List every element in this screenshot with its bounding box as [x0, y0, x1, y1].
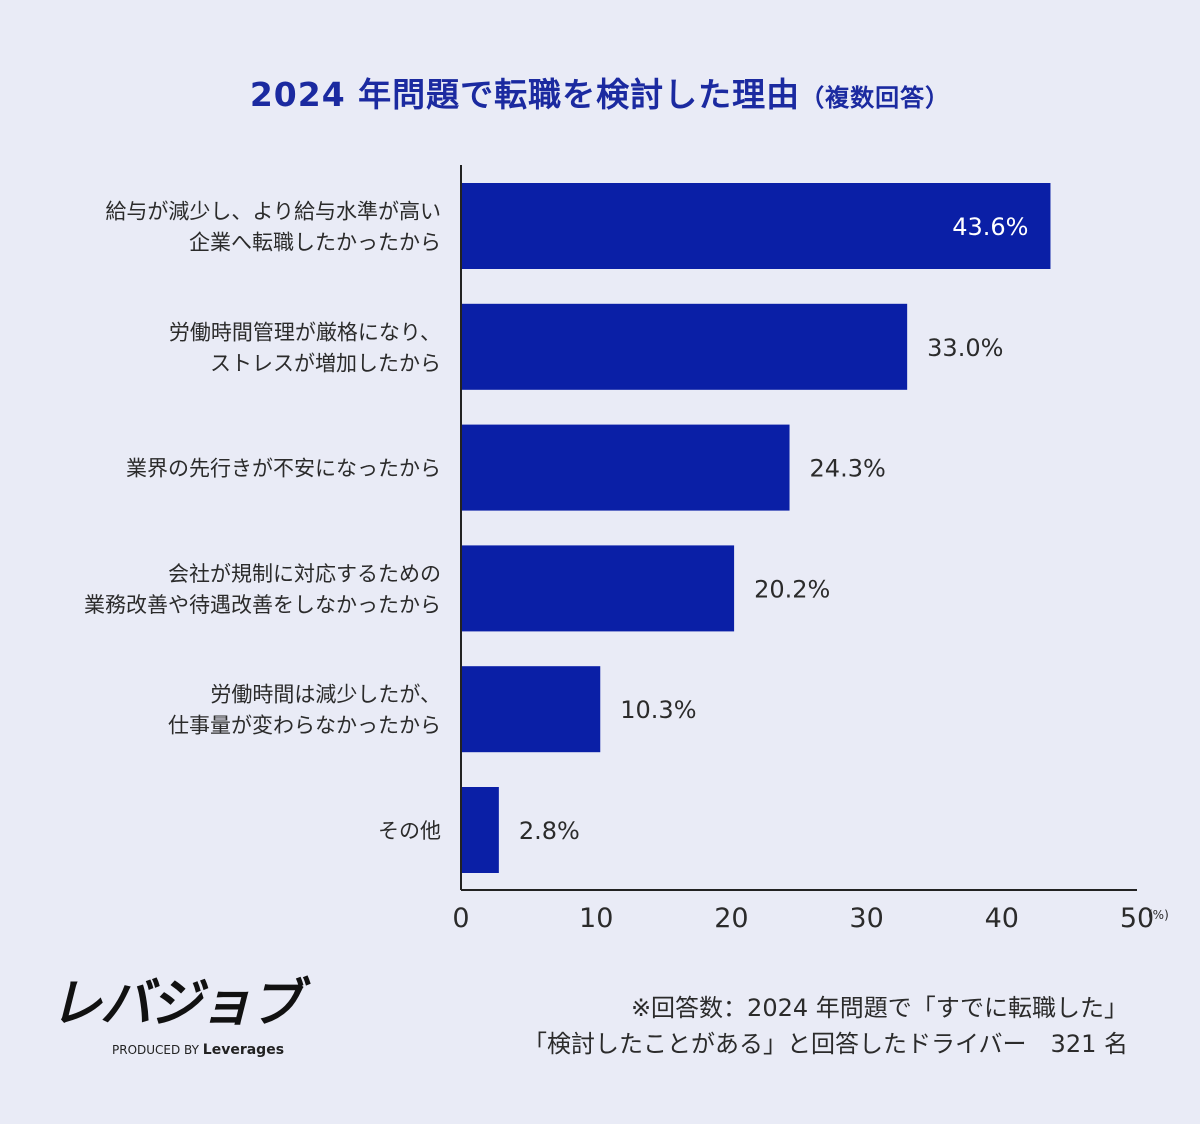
- logo-produced-by: PRODUCED BY Leverages: [112, 1042, 350, 1058]
- x-tick-label: 20: [714, 903, 748, 934]
- bar: [461, 787, 499, 873]
- category-label: その他: [378, 819, 441, 843]
- category-label: 会社が規制に対応するための: [168, 562, 441, 586]
- bar: [461, 424, 790, 511]
- category-label: ストレスが増加したから: [210, 351, 441, 375]
- logo-brand: Leverages: [202, 1042, 285, 1058]
- category-label: 企業へ転職したかったから: [189, 231, 441, 255]
- chart-title: 2024 年問題で転職を検討した理由（複数回答）: [0, 68, 1200, 116]
- bar: [461, 303, 908, 390]
- bar: [461, 666, 601, 753]
- x-tick-label: 30: [849, 903, 883, 934]
- value-label: 24.3%: [810, 455, 886, 483]
- bar: [461, 545, 735, 632]
- x-tick-label: 10: [579, 903, 613, 934]
- footnote-line2: 「検討したことがある」と回答したドライバー 321 名: [523, 1030, 1128, 1058]
- chart-title-sub: （複数回答）: [800, 84, 951, 112]
- x-tick-label: 40: [985, 903, 1019, 934]
- value-label: 20.2%: [754, 575, 830, 603]
- category-label: 業務改善や待遇改善をしなかったから: [84, 593, 441, 617]
- category-label: 仕事量が変わらなかったから: [168, 714, 441, 738]
- x-axis-unit: (%): [1148, 908, 1169, 922]
- leverages-logo: レバジョブ PRODUCED BY Leverages: [50, 978, 350, 1058]
- logo-wordmark: レバジョブ: [50, 974, 302, 1034]
- value-label: 2.8%: [519, 817, 580, 845]
- value-label: 10.3%: [620, 696, 696, 724]
- category-label: 労働時間は減少したが、: [210, 683, 441, 707]
- footnote: ※回答数：2024 年問題で「すでに転職した」 「検討したことがある」と回答した…: [523, 990, 1128, 1062]
- x-tick-label: 0: [452, 903, 469, 934]
- value-label: 33.0%: [927, 334, 1003, 362]
- footnote-line1: ※回答数：2024 年問題で「すでに転職した」: [630, 994, 1128, 1022]
- bar: [461, 183, 1051, 269]
- chart-title-main: 2024 年問題で転職を検討した理由: [249, 75, 801, 114]
- value-label: 43.6%: [952, 213, 1028, 241]
- logo-produced-label: PRODUCED BY: [112, 1043, 199, 1057]
- x-tick-label: 50: [1120, 903, 1154, 934]
- category-label: 給与が減少し、より給与水準が高い: [105, 200, 441, 224]
- category-label: 労働時間管理が厳格になり、: [169, 320, 441, 344]
- category-label: 業界の先行きが不安になったから: [126, 457, 441, 481]
